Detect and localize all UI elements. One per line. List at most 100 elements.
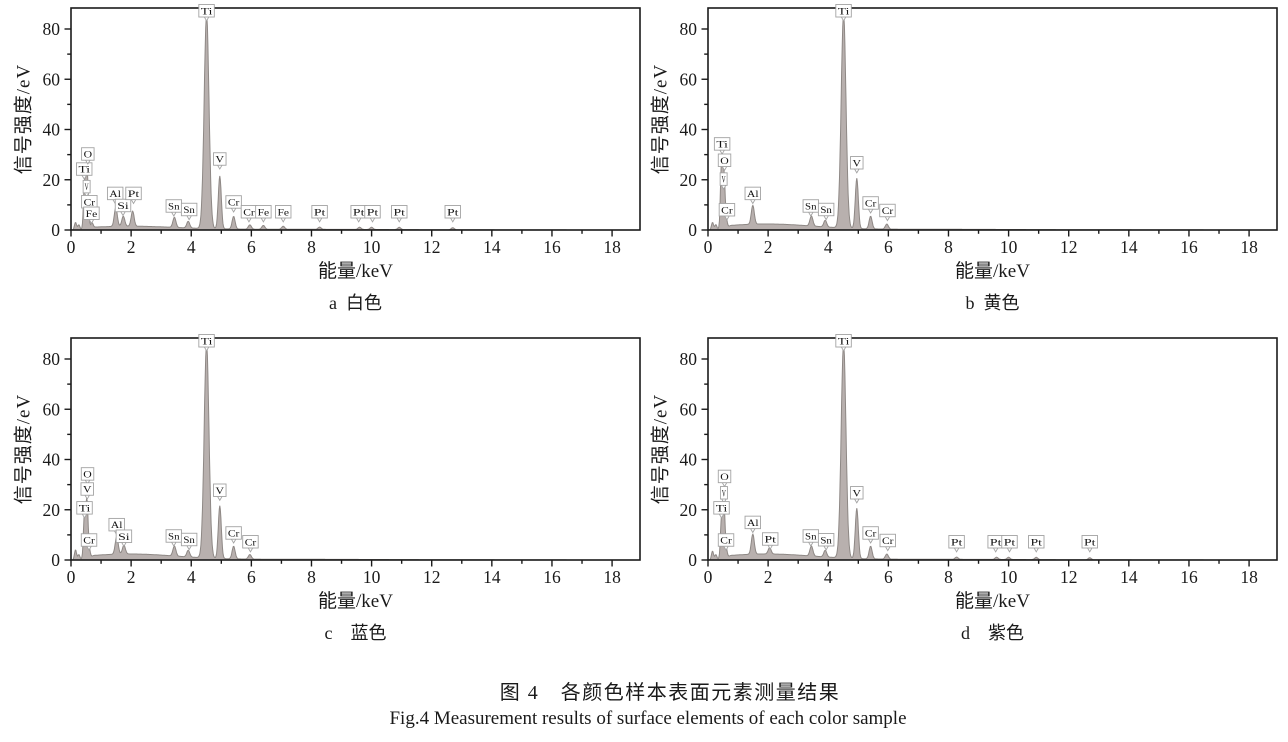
svg-text:0: 0 bbox=[688, 550, 697, 570]
svg-text:8: 8 bbox=[944, 567, 953, 586]
element-label-o: O bbox=[81, 147, 95, 165]
svg-text:Fe: Fe bbox=[258, 208, 270, 218]
element-label-pt: Pt bbox=[987, 535, 1004, 553]
svg-text:Cr: Cr bbox=[228, 530, 241, 540]
svg-text:Cr: Cr bbox=[720, 537, 733, 547]
svg-text:12: 12 bbox=[1060, 237, 1078, 256]
svg-text:Cr: Cr bbox=[882, 537, 895, 547]
svg-text:6: 6 bbox=[247, 567, 256, 586]
svg-text:V: V bbox=[722, 176, 726, 186]
element-label-si: Si bbox=[115, 529, 133, 548]
svg-text:18: 18 bbox=[603, 567, 621, 586]
x-axis-label: 能量/keV bbox=[318, 591, 393, 612]
element-label-sn: Sn bbox=[165, 529, 183, 547]
chart-caption-d: d 紫色 bbox=[961, 623, 1024, 643]
element-label-pt: Pt bbox=[350, 205, 367, 223]
svg-text:16: 16 bbox=[543, 237, 561, 256]
svg-text:10: 10 bbox=[363, 567, 381, 586]
element-label-v: V bbox=[213, 152, 227, 170]
element-label-o: O bbox=[80, 467, 95, 485]
axis-ticks bbox=[64, 28, 613, 237]
svg-text:Ti: Ti bbox=[79, 504, 91, 514]
svg-text:Ti: Ti bbox=[716, 140, 728, 150]
svg-text:16: 16 bbox=[543, 567, 561, 586]
svg-text:Pt: Pt bbox=[447, 208, 459, 218]
svg-text:20: 20 bbox=[43, 170, 61, 190]
svg-text:Pt: Pt bbox=[394, 208, 406, 218]
element-label-sn: Sn bbox=[165, 199, 183, 217]
svg-text:4: 4 bbox=[824, 237, 833, 256]
svg-text:Si: Si bbox=[117, 202, 129, 212]
svg-text:8: 8 bbox=[307, 567, 316, 586]
element-label-pt: Pt bbox=[1081, 535, 1098, 553]
element-label-pt: Pt bbox=[1001, 535, 1018, 553]
svg-text:12: 12 bbox=[423, 237, 441, 256]
svg-text:Ti: Ti bbox=[201, 337, 213, 347]
element-label-cr: Cr bbox=[862, 196, 879, 214]
element-label-o: O bbox=[717, 153, 732, 172]
svg-text:8: 8 bbox=[307, 237, 316, 256]
eds-spectrum-chart-c: 0 2 4 6 8 10 12 14 16 18 0 20 40 60 80 O V Ti Cr Al Si Sn Sn Ti… bbox=[0, 330, 648, 650]
svg-text:Sn: Sn bbox=[183, 206, 195, 216]
element-label-si: Si bbox=[114, 198, 132, 217]
element-label-al: Al bbox=[744, 186, 761, 205]
svg-text:Ti: Ti bbox=[838, 7, 850, 17]
element-label-cr: Cr bbox=[862, 526, 879, 544]
element-label-v: V bbox=[850, 486, 864, 504]
svg-text:60: 60 bbox=[43, 399, 61, 419]
svg-text:14: 14 bbox=[483, 567, 501, 586]
element-label-ti: Ti bbox=[198, 334, 215, 352]
element-label-ti: Ti bbox=[713, 137, 731, 155]
spectrum-area bbox=[708, 14, 1277, 231]
chart-caption-c: c 蓝色 bbox=[324, 623, 387, 643]
svg-text:V: V bbox=[216, 156, 225, 166]
svg-text:Cr: Cr bbox=[865, 530, 878, 540]
axis-ticks bbox=[701, 28, 1250, 237]
svg-text:0: 0 bbox=[688, 220, 697, 240]
element-label-v: V bbox=[719, 486, 728, 504]
axis-ticks bbox=[701, 358, 1250, 567]
eds-spectrum-chart-d: 0 2 4 6 8 10 12 14 16 18 0 20 40 60 80 O V Ti Cr Al Pt Sn Sn Ti… bbox=[637, 330, 1285, 650]
element-label-v: V bbox=[719, 172, 728, 191]
svg-text:Fe: Fe bbox=[277, 208, 289, 218]
svg-text:Ti: Ti bbox=[201, 7, 213, 17]
svg-text:V: V bbox=[853, 489, 862, 499]
plot-frame bbox=[707, 337, 1278, 561]
svg-text:V: V bbox=[216, 487, 225, 497]
svg-text:2: 2 bbox=[764, 567, 773, 586]
element-label-cr: Cr bbox=[242, 535, 259, 553]
svg-text:Ti: Ti bbox=[78, 166, 90, 176]
spectrum-area bbox=[708, 344, 1277, 561]
chart-caption-b: b 黄色 bbox=[965, 293, 1020, 313]
svg-text:0: 0 bbox=[51, 550, 60, 570]
svg-text:80: 80 bbox=[680, 19, 698, 39]
spectrum-plot-a: 0 2 4 6 8 10 12 14 16 18020406080TiOVCrFeAlSiPtSn… bbox=[43, 4, 641, 256]
element-label-cr: Cr bbox=[225, 526, 242, 544]
svg-text:Ti: Ti bbox=[716, 504, 728, 514]
y-axis-label: 信号强度/eV bbox=[13, 63, 35, 175]
svg-text:0: 0 bbox=[67, 567, 76, 586]
svg-text:80: 80 bbox=[43, 349, 61, 369]
element-label-pt: Pt bbox=[311, 205, 328, 223]
svg-text:20: 20 bbox=[43, 500, 61, 520]
svg-text:V: V bbox=[853, 159, 862, 169]
svg-text:Al: Al bbox=[747, 190, 759, 200]
svg-text:Cr: Cr bbox=[882, 207, 895, 217]
svg-text:80: 80 bbox=[680, 349, 698, 369]
svg-text:0: 0 bbox=[704, 567, 713, 586]
svg-text:V: V bbox=[722, 489, 726, 499]
svg-text:Sn: Sn bbox=[820, 536, 832, 546]
element-label-sn: Sn bbox=[817, 202, 835, 221]
svg-text:4: 4 bbox=[824, 567, 833, 586]
element-label-al: Al bbox=[108, 517, 125, 536]
element-label-cr: Cr bbox=[240, 205, 258, 223]
svg-text:4: 4 bbox=[187, 567, 196, 586]
element-label-pt: Pt bbox=[948, 535, 965, 553]
element-label-ti: Ti bbox=[835, 334, 852, 352]
svg-text:60: 60 bbox=[43, 69, 61, 89]
svg-text:Pt: Pt bbox=[990, 538, 1002, 548]
element-label-fe: Fe bbox=[255, 205, 272, 223]
